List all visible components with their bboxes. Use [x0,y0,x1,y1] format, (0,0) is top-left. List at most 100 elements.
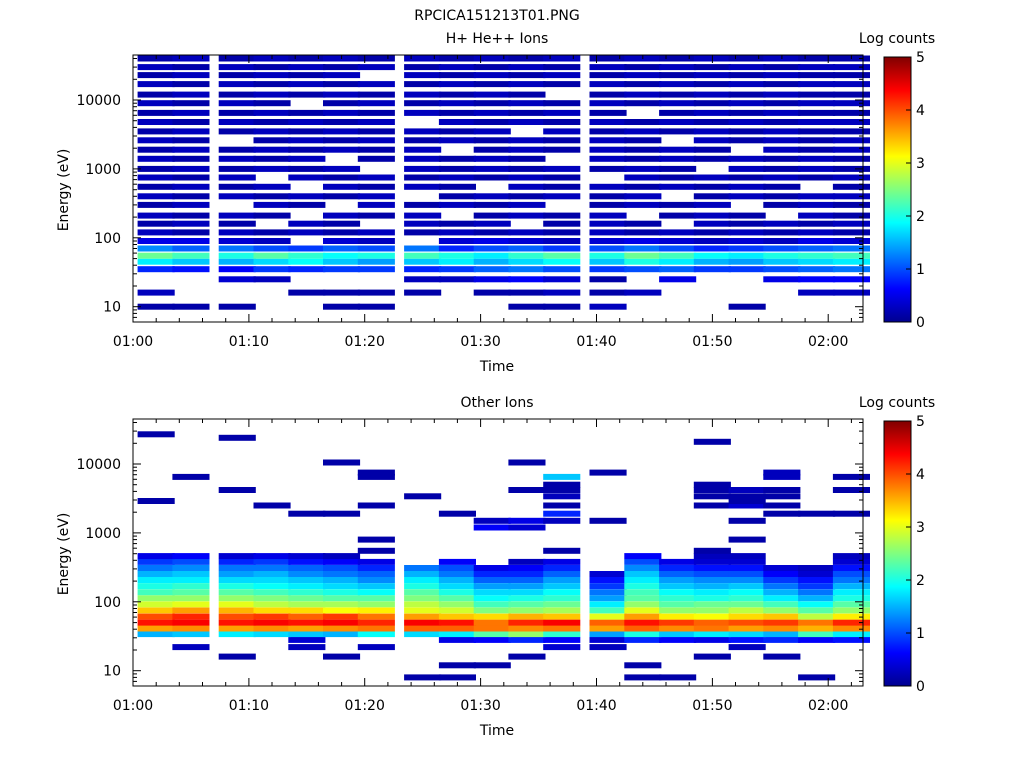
heatmap-cell [659,607,697,614]
x-tick-label: 01:20 [345,334,385,350]
heatmap-cell [693,238,731,244]
heatmap-cell [218,55,256,62]
heatmap-cell [473,64,511,71]
heatmap-cell [728,536,766,543]
heatmap-cell [624,565,662,571]
heatmap-cell [508,653,546,660]
heatmap-cell [543,183,581,190]
heatmap-cell [798,238,836,244]
heatmap-cell [798,64,836,71]
heatmap-cell [357,631,395,638]
heatmap-cell [763,201,801,208]
heatmap-cell [589,589,627,596]
y-tick-label: 1000 [85,162,121,178]
heatmap-cell [357,55,395,62]
heatmap-cell [832,636,870,643]
heatmap-cell [218,109,256,116]
heatmap-cell [543,583,581,590]
heatmap-cell [728,487,766,493]
heatmap-cell [589,517,627,524]
heatmap-cell [624,174,662,181]
heatmap-cell [137,128,175,135]
heatmap-cell [508,100,546,107]
heatmap-cell [288,613,326,620]
heatmap-cell [253,583,291,590]
heatmap-cell [589,220,627,227]
heatmap-cell [508,212,546,219]
heatmap-cell [624,146,662,153]
heatmap-cell [473,201,511,208]
heatmap-cell [288,193,326,200]
heatmap-cell [693,91,731,98]
heatmap-cell [357,473,395,480]
heatmap-cell [172,619,210,626]
heatmap-cell [543,266,581,273]
x-tick-label: 02:00 [808,334,848,350]
heatmap-cell [253,193,291,200]
heatmap-cell [172,631,210,638]
heatmap-cell [543,119,581,125]
heatmap-cell [508,183,546,190]
heatmap-cell [172,266,210,273]
heatmap-cell [508,636,546,643]
heatmap-cell [137,238,175,244]
heatmap-cell [589,165,627,172]
x-tick-label: 01:30 [460,698,500,714]
heatmap-cell [438,595,476,602]
heatmap-cell [832,289,870,296]
heatmap-cell [693,119,731,125]
heatmap-cell [832,128,870,135]
heatmap-cell [624,631,662,638]
heatmap-cell [589,625,627,632]
heatmap-cell [473,238,511,244]
heatmap-cell [253,601,291,608]
colorbar-tick-label: 5 [916,50,925,66]
heatmap-cell [763,258,801,265]
heatmap-cell [693,245,731,252]
heatmap-cell [763,595,801,602]
heatmap-cell [137,201,175,208]
heatmap-cell [438,276,476,283]
heatmap-cell [357,565,395,571]
heatmap-cell [763,193,801,200]
heatmap-cell [137,589,175,596]
heatmap-cell [323,81,361,88]
heatmap-cell [357,536,395,543]
heatmap-cell [832,155,870,162]
heatmap-cell [693,601,731,608]
heatmap-cell [172,245,210,252]
heatmap-cell [473,193,511,200]
colorbar-tick-label: 0 [916,315,925,331]
heatmap-cell [288,619,326,626]
y-tick-label: 100 [94,231,121,247]
heatmap-cell [728,571,766,577]
heatmap-cell [763,653,801,660]
heatmap-cell [659,636,697,643]
heatmap-cell [473,229,511,236]
heatmap-cell [357,607,395,614]
heatmap-cell [693,607,731,614]
heatmap-cell [624,601,662,608]
heatmap-cell [693,589,731,596]
heatmap-cell [288,607,326,614]
heatmap-cell [589,276,627,283]
heatmap-cell [798,55,836,62]
heatmap-cell [473,276,511,283]
colorbar-ticks: 0 1 2 3 4 5 [906,414,925,695]
heatmap-cell [253,625,291,632]
heatmap-cell [137,613,175,620]
heatmap-cell [473,109,511,116]
heatmap-cell [172,553,210,560]
heatmap-cell [288,510,326,517]
heatmap-cell [589,146,627,153]
heatmap-cell [323,220,361,227]
heatmap-cell [473,601,511,608]
heatmap-cell [798,583,836,590]
heatmap-cell [728,109,766,116]
heatmap-cell [357,174,395,181]
heatmap-cell [624,607,662,614]
heatmap-cell [728,220,766,227]
heatmap-cell [404,571,442,577]
heatmap-cell [218,229,256,236]
heatmap-cell [693,438,731,445]
